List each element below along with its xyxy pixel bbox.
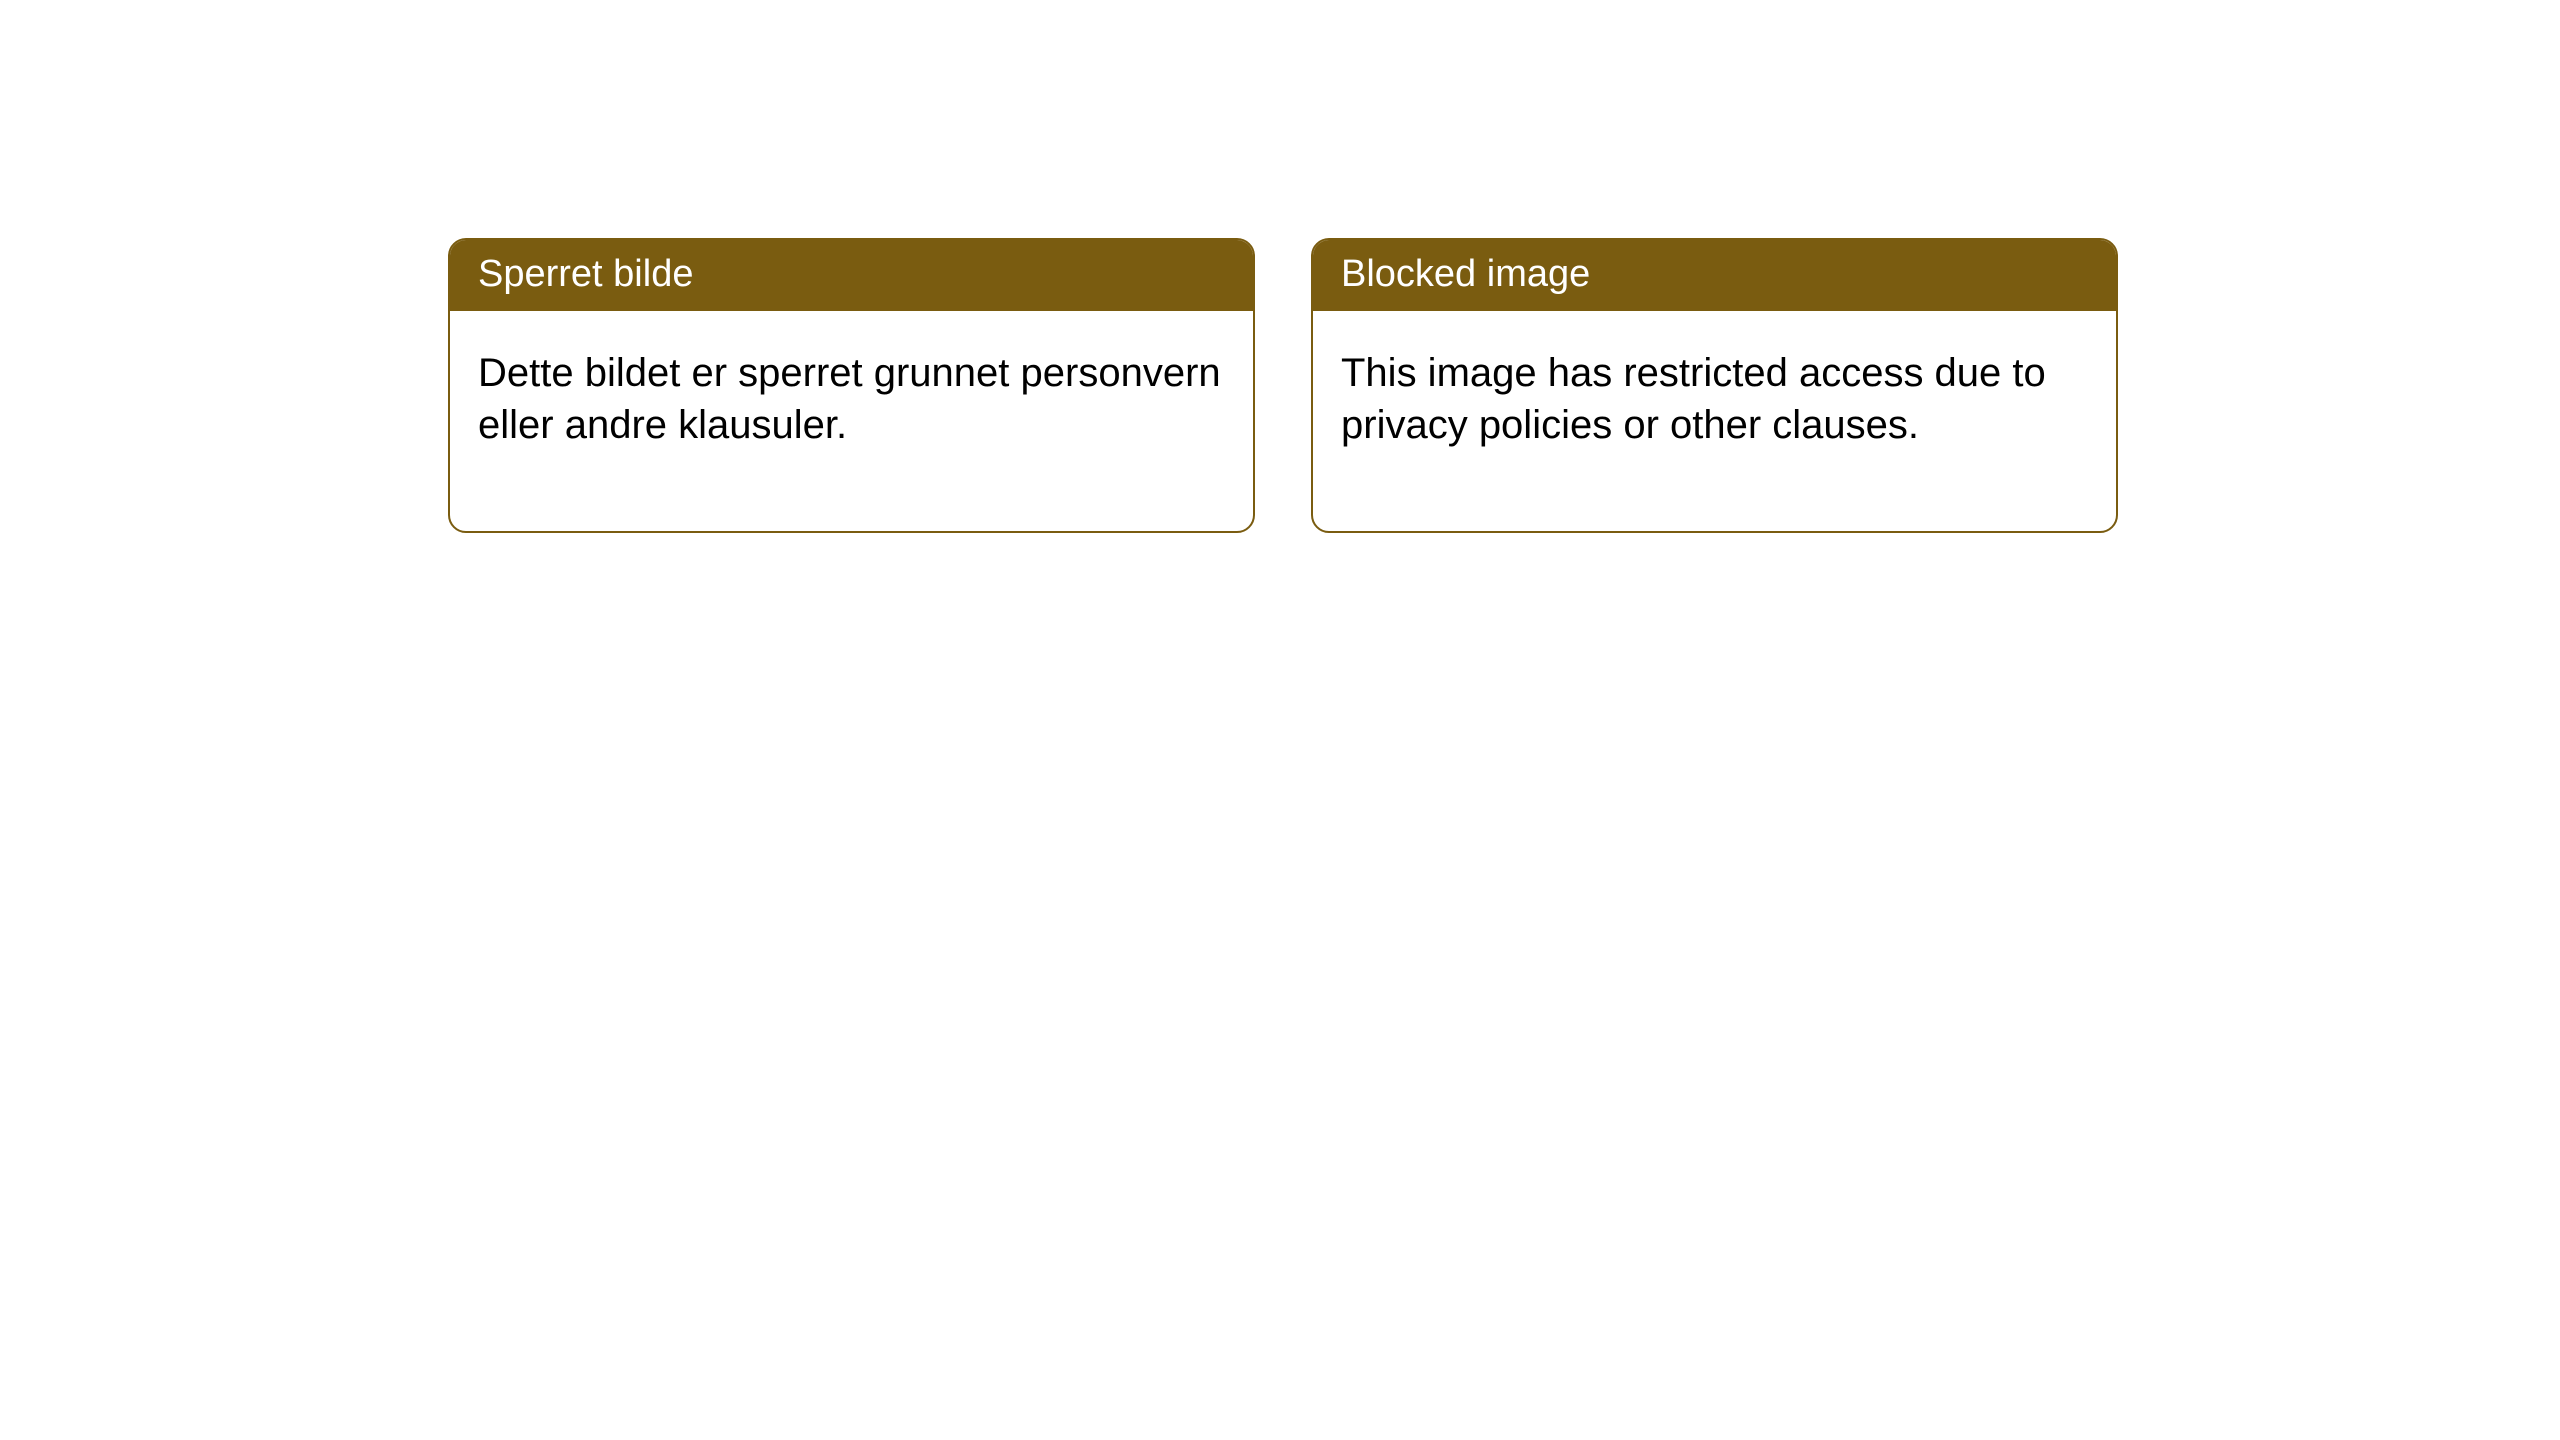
notice-container: Sperret bilde Dette bildet er sperret gr… [448, 238, 2118, 533]
notice-body: Dette bildet er sperret grunnet personve… [450, 311, 1253, 531]
notice-header: Blocked image [1313, 240, 2116, 311]
notice-card-english: Blocked image This image has restricted … [1311, 238, 2118, 533]
notice-card-norwegian: Sperret bilde Dette bildet er sperret gr… [448, 238, 1255, 533]
notice-body: This image has restricted access due to … [1313, 311, 2116, 531]
notice-header: Sperret bilde [450, 240, 1253, 311]
